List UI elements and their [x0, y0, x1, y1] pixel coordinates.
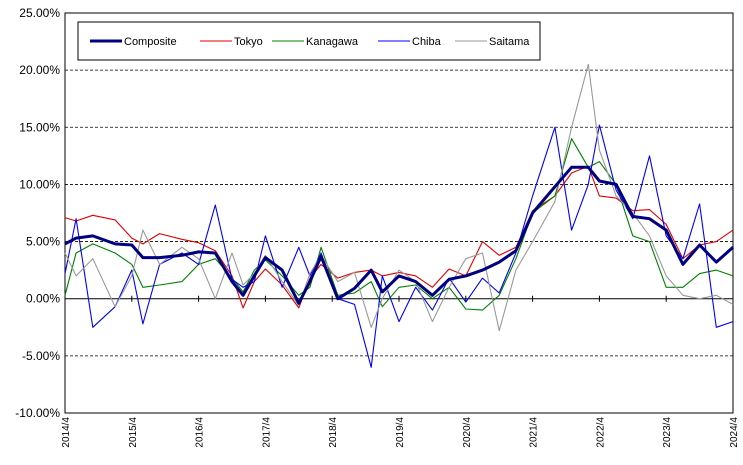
x-tick-label: 2016/4 — [195, 417, 206, 448]
y-tick-label: -10.00% — [15, 406, 60, 420]
y-tick-label: 20.00% — [19, 63, 60, 77]
series-line-saitama — [64, 63, 734, 332]
y-tick-label: 0.00% — [26, 292, 60, 306]
x-tick-label: 2015/4 — [128, 417, 139, 448]
series-layer — [64, 63, 734, 368]
y-tick-label: 10.00% — [19, 177, 60, 191]
legend-label-chiba: Chiba — [412, 36, 442, 48]
legend-label-tokyo: Tokyo — [234, 36, 263, 48]
legend-label-composite: Composite — [124, 36, 177, 48]
y-tick-label: -5.00% — [22, 349, 60, 363]
plot-border — [64, 12, 734, 414]
x-tick-label: 2023/4 — [662, 417, 673, 448]
y-tick-label: 25.00% — [19, 6, 60, 20]
series-line-chiba — [64, 124, 734, 368]
series-line-kanagawa — [64, 138, 734, 311]
axis-layer: 25.00% 20.00% 15.00% 10.00% 5.00% 0.00% -5.00%… — [15, 6, 740, 448]
series-line-composite — [64, 165, 734, 305]
legend-label-kanagawa: Kanagawa — [306, 36, 359, 48]
x-tick-label: 2018/4 — [328, 417, 339, 448]
x-tick-label: 2020/4 — [462, 417, 473, 448]
y-tick-label: 15.00% — [19, 120, 60, 134]
legend: Composite Tokyo Kanagawa Chiba Saitama — [77, 21, 541, 61]
x-tick-label: 2017/4 — [261, 417, 272, 448]
x-tick-label: 2022/4 — [595, 417, 606, 448]
y-tick-label: 5.00% — [26, 235, 60, 249]
x-tick-label: 2019/4 — [395, 417, 406, 448]
legend-label-saitama: Saitama — [489, 36, 530, 48]
x-tick-label: 2024/4 — [729, 417, 740, 448]
x-tick-label: 2014/4 — [61, 417, 72, 448]
series-line-tokyo — [64, 165, 734, 309]
x-tick-label: 2021/4 — [529, 417, 540, 448]
